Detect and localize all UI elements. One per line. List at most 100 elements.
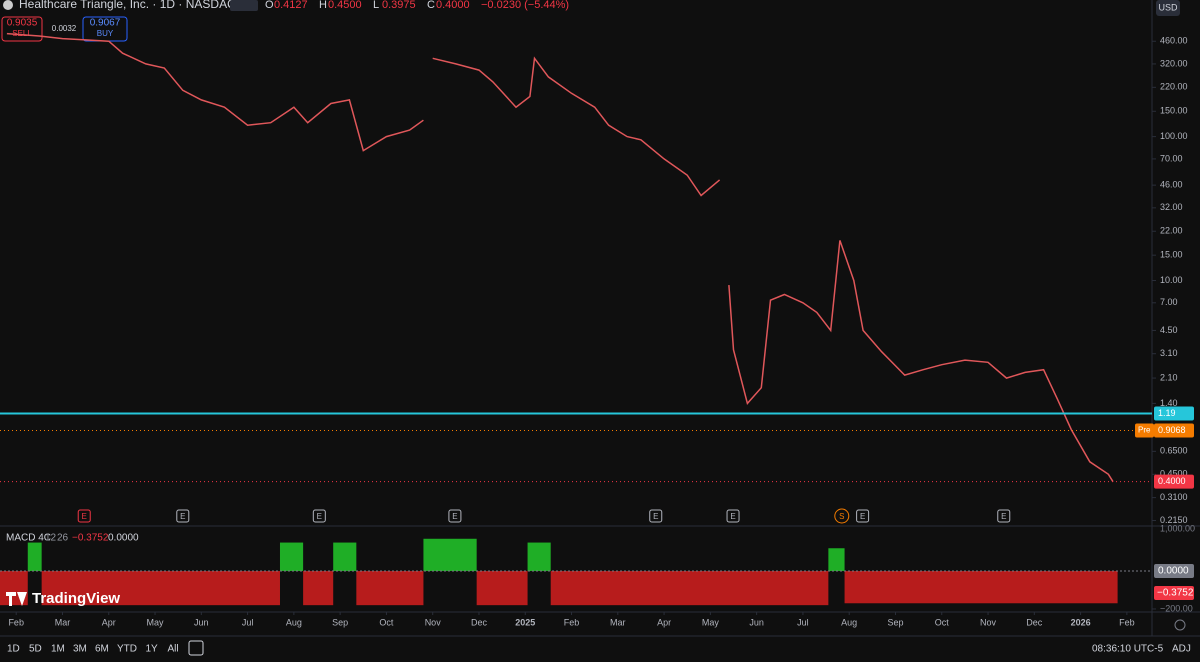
- change: −0.0230 (−5.44%): [481, 0, 569, 11]
- range-button[interactable]: 1M: [51, 644, 65, 655]
- histogram-bar: [279, 542, 304, 572]
- buy-price: 0.9067: [90, 18, 121, 29]
- y-tick-label: 0.4500: [1160, 469, 1188, 479]
- ohlc-key: H: [319, 0, 327, 11]
- symbol-title: Healthcare Triangle, Inc. · 1D · NASDAQ: [19, 0, 236, 11]
- range-button[interactable]: 5D: [29, 644, 42, 655]
- x-tick-label: Sep: [332, 617, 348, 627]
- y-tick-label: 46.00: [1160, 180, 1183, 190]
- y-tick-label: 1.40: [1160, 398, 1178, 408]
- macd-label-box: [1154, 586, 1194, 600]
- ohlc-value: 0.4127: [274, 0, 308, 11]
- y-tick-label: 2.10: [1160, 372, 1178, 382]
- ohlc-key: L: [373, 0, 379, 11]
- histogram-bar: [41, 571, 280, 606]
- price-label: 0.9068: [1158, 425, 1186, 435]
- x-tick-label: Feb: [1119, 617, 1135, 627]
- settings-icon[interactable]: [1174, 619, 1186, 631]
- histogram-bar: [303, 571, 334, 606]
- event-marker: [649, 509, 663, 523]
- event-label: E: [452, 512, 457, 521]
- adj: ADJ: [1172, 644, 1191, 655]
- histogram-bar: [27, 542, 42, 572]
- x-tick-label: Mar: [610, 617, 626, 627]
- x-tick-label: Sep: [887, 617, 903, 627]
- macd-last-label: −0.3752: [1157, 588, 1194, 599]
- event-marker: [77, 509, 91, 523]
- price-label-box: [1154, 406, 1194, 421]
- range-button[interactable]: 1D: [7, 644, 20, 655]
- price-label: 0.4000: [1158, 476, 1186, 486]
- macd-reading: 0.0000: [108, 533, 139, 544]
- range-button[interactable]: 6M: [95, 644, 109, 655]
- logo: [3, 0, 13, 10]
- event-marker: [856, 509, 870, 523]
- price-tag-box: [1135, 423, 1154, 438]
- range-button[interactable]: YTD: [117, 644, 137, 655]
- icon: [230, 0, 258, 11]
- ohlc-key: C: [427, 0, 435, 11]
- y-tick-label: 15.00: [1160, 250, 1183, 260]
- x-tick-label: Apr: [657, 617, 671, 627]
- ohlc-value: 0.4500: [328, 0, 362, 11]
- y-tick-label: 32.00: [1160, 202, 1183, 212]
- event-label: S: [839, 512, 844, 521]
- histogram-bar: [550, 571, 829, 606]
- event-marker: [726, 509, 740, 523]
- histogram-bar: [476, 571, 528, 606]
- price-label-box: [1154, 423, 1194, 438]
- price-line: [6, 32, 1114, 483]
- range-button[interactable]: 3M: [73, 644, 87, 655]
- event-marker: [448, 509, 462, 523]
- y-tick-label: 7.00: [1160, 297, 1178, 307]
- y-tick-label: 3.10: [1160, 348, 1178, 358]
- currency: USD: [1158, 2, 1178, 12]
- x-tick-label: 2025: [515, 617, 535, 627]
- price-label: 1.19: [1158, 408, 1176, 418]
- range-button[interactable]: 1Y: [146, 644, 159, 655]
- y-tick-label: 320.00: [1160, 58, 1188, 68]
- x-tick-label: Jul: [797, 617, 809, 627]
- histogram-bar: [333, 542, 357, 572]
- histogram-bar: [423, 538, 477, 572]
- ohlc-key: O: [265, 0, 274, 11]
- date-range-icon[interactable]: [188, 640, 204, 656]
- x-tick-label: Oct: [935, 617, 950, 627]
- macd-param: 12: [45, 533, 57, 544]
- x-tick-label: May: [147, 617, 165, 627]
- event-label: E: [317, 512, 322, 521]
- watermark-logo: [6, 592, 27, 606]
- x-tick-label: Dec: [1026, 617, 1043, 627]
- y-tick-label: 70.00: [1160, 153, 1183, 163]
- y-tick-label: 0.2150: [1160, 515, 1188, 525]
- y-tick-label: −200.00: [1160, 603, 1193, 613]
- macd-axis-top: 1,000.00: [1160, 523, 1195, 533]
- sell-label: SELL: [12, 29, 32, 38]
- x-tick-label: Apr: [102, 617, 116, 627]
- event-marker: [312, 509, 326, 523]
- histogram-bar: [844, 571, 1118, 604]
- currency-button[interactable]: [1156, 0, 1180, 16]
- x-tick-label: Feb: [8, 617, 24, 627]
- x-tick-label: Aug: [286, 617, 302, 627]
- x-tick-label: Dec: [471, 617, 488, 627]
- event-label: E: [730, 512, 735, 521]
- event-marker: [997, 509, 1011, 523]
- x-tick-label: Nov: [425, 617, 442, 627]
- x-tick-label: May: [702, 617, 720, 627]
- range-button[interactable]: All: [168, 644, 179, 655]
- macd-param: 26: [57, 533, 69, 544]
- y-tick-label: 22.00: [1160, 226, 1183, 236]
- y-tick-label: 0.6500: [1160, 446, 1188, 456]
- macd-title: MACD 4C: [6, 533, 51, 544]
- x-tick-label: Oct: [379, 617, 394, 627]
- macd-last-label: 0.0000: [1158, 566, 1189, 577]
- x-tick-label: Jun: [749, 617, 764, 627]
- event-label: E: [1001, 512, 1006, 521]
- y-tick-label: 0.3100: [1160, 492, 1188, 502]
- ohlc-value: 0.4000: [436, 0, 470, 11]
- event-marker: [176, 509, 190, 523]
